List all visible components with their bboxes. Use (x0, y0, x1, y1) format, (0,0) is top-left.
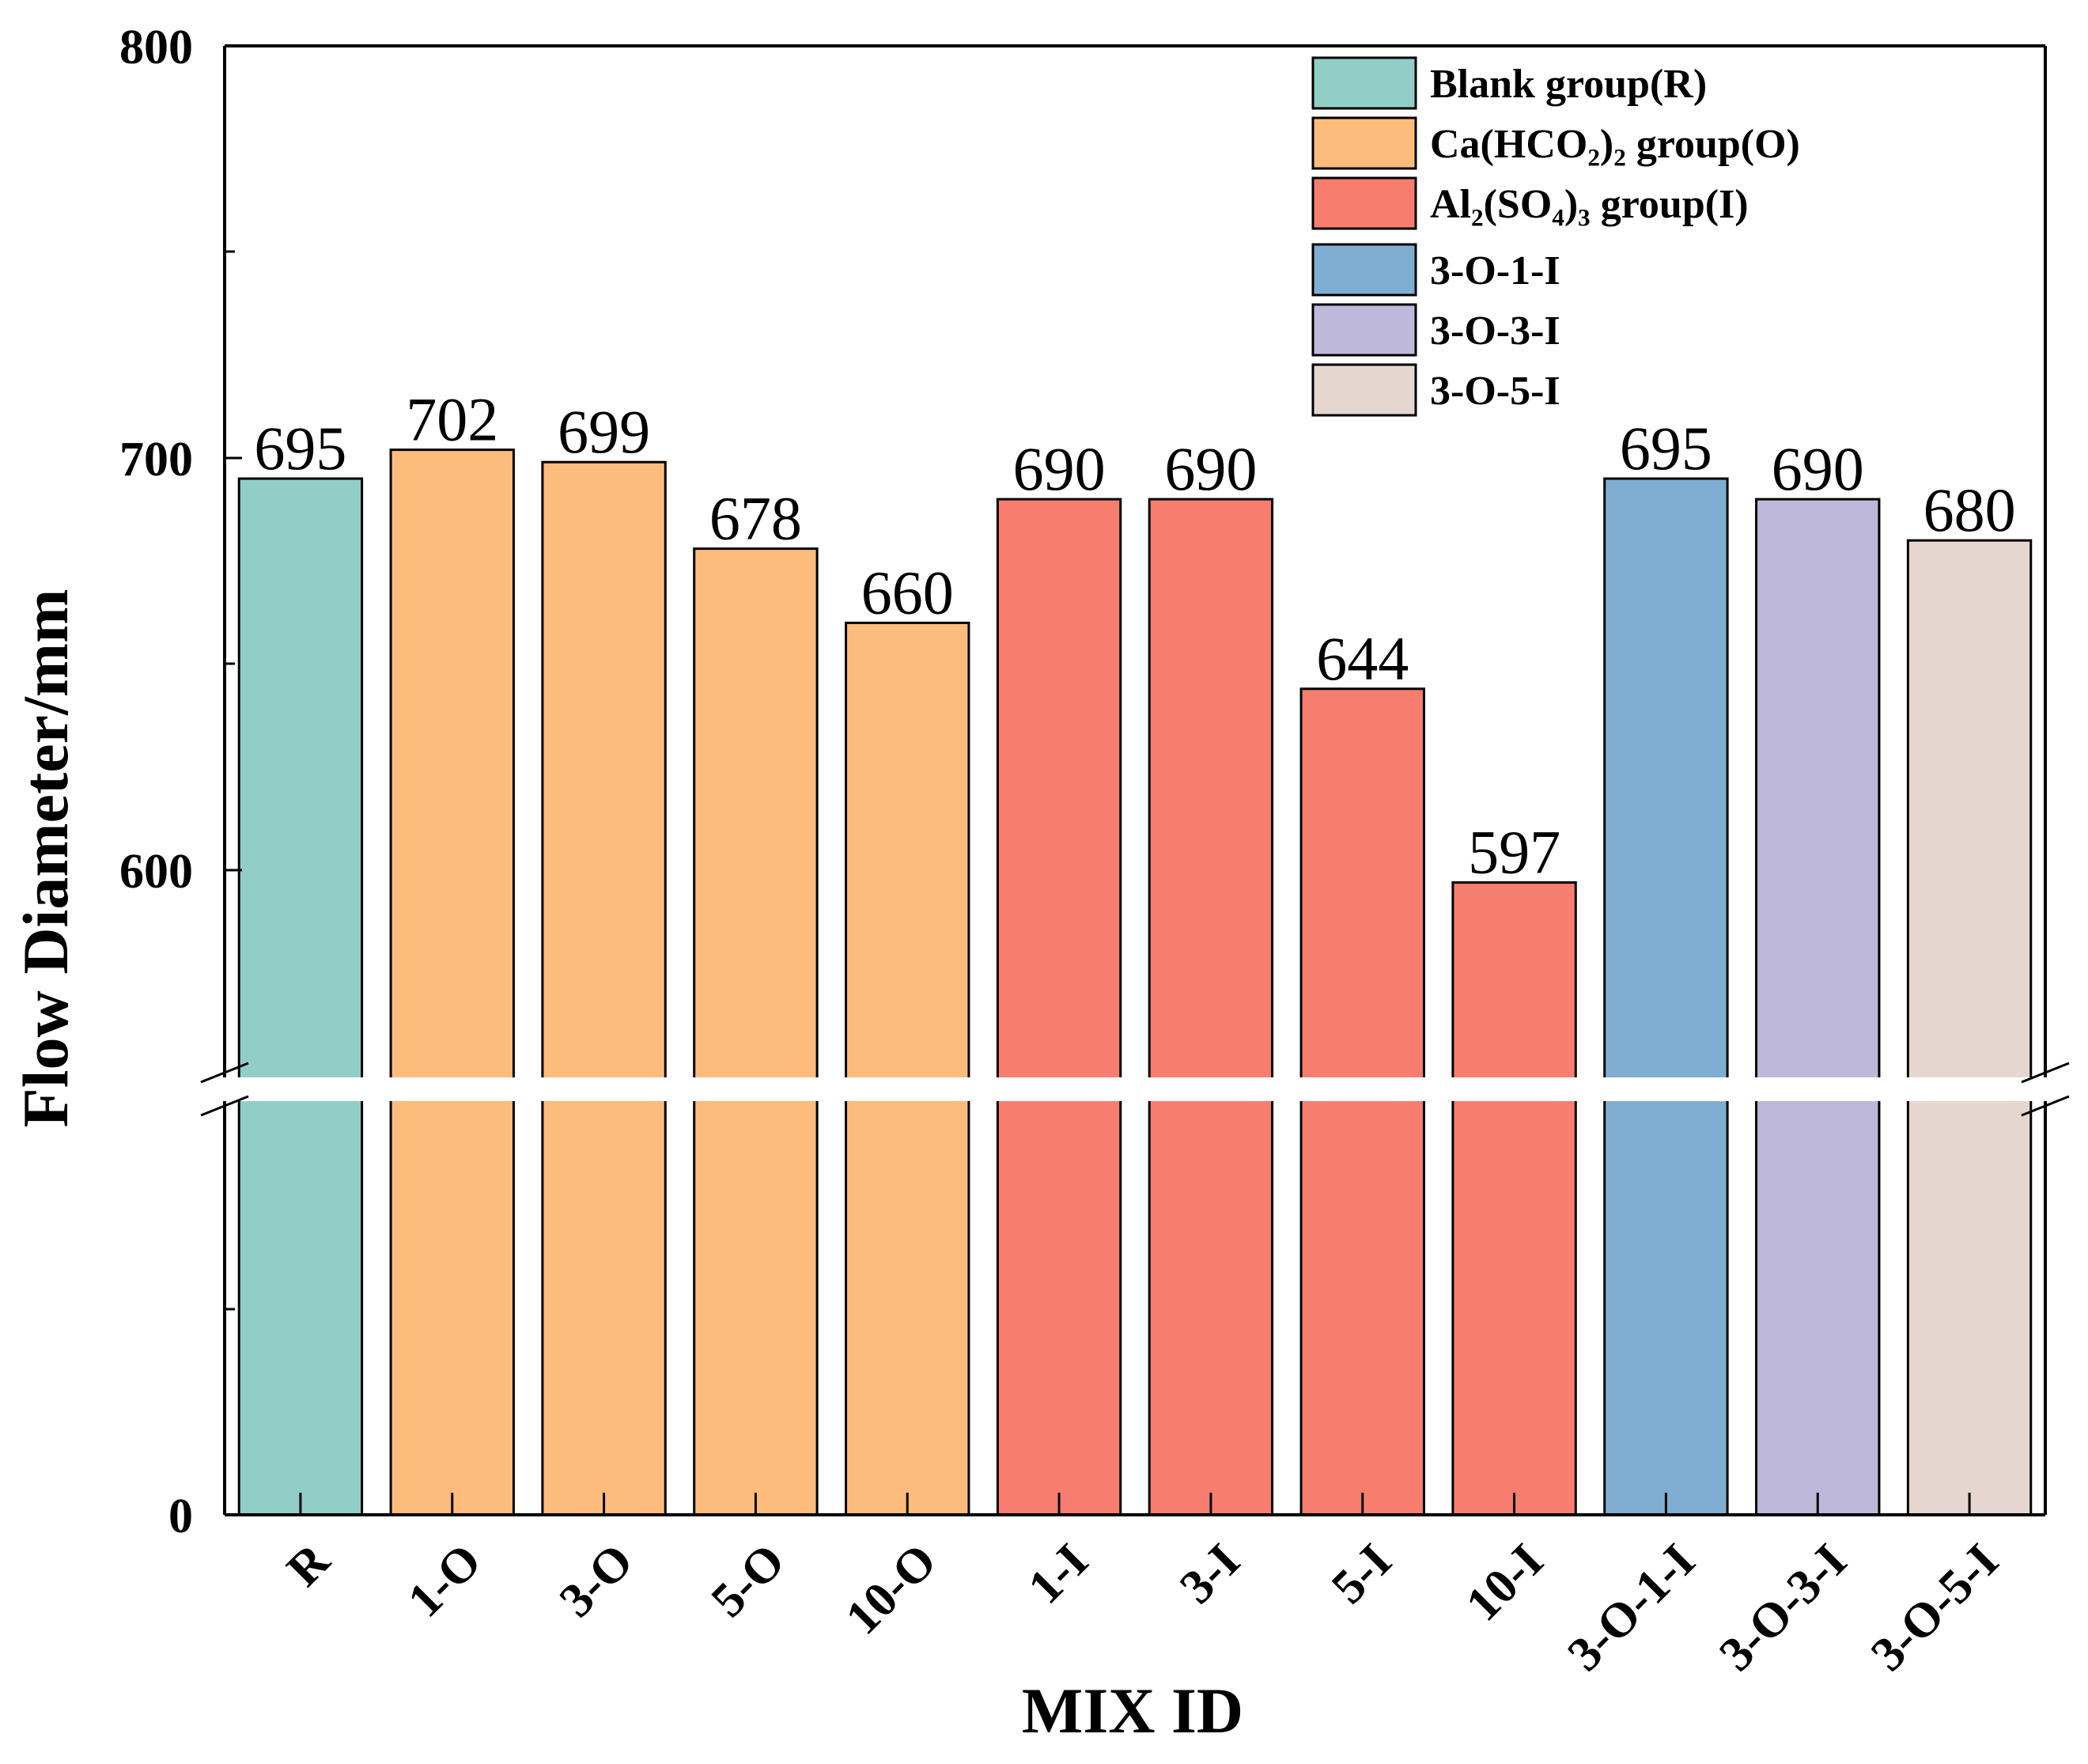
legend-label: Blank group(R) (1430, 62, 1707, 107)
x-tick-label-10-O: 10-O (836, 1534, 948, 1645)
bar-3-O-5-I (1906, 539, 2033, 1516)
y-ticks: 800 700 600 0 (119, 21, 242, 1543)
data-label-1-I: 690 (1013, 434, 1106, 503)
data-label-3-O-3-I: 690 (1772, 434, 1864, 503)
x-tick-label-3-O-1-I: 3-O-1-I (1557, 1534, 1705, 1682)
break-mark-left (200, 1095, 249, 1117)
legend-label: 3-O-3-I (1430, 309, 1560, 354)
x-tick-label-5-I: 5-I (1322, 1534, 1402, 1614)
x-tick-label-3-O: 3-O (550, 1534, 644, 1628)
bar-1-I (996, 498, 1122, 1516)
bar-3-O (541, 460, 667, 1516)
bar-R (237, 477, 364, 1516)
legend-swatch (1311, 363, 1417, 417)
x-tick-label-10-I: 10-I (1456, 1534, 1554, 1632)
bar-3-O-1-I (1603, 477, 1729, 1516)
x-tick-label-1-I: 1-I (1018, 1534, 1099, 1614)
y-axis-title: Flow Diameter/mm (9, 589, 81, 1128)
bar-5-I (1299, 687, 1425, 1516)
x-axis-title: MIX ID (1022, 1675, 1243, 1747)
data-labels: 695 702 699 678 660 690 690 644 597 695 690 680 (254, 385, 2015, 887)
bar-10-O (845, 621, 970, 1516)
plot-frame (200, 44, 2070, 1516)
bar-5-O (693, 547, 819, 1516)
y-tick-label: 700 (119, 433, 193, 486)
y-tick-label: 800 (119, 21, 193, 74)
y-tick-label-zero: 0 (168, 1490, 193, 1543)
y-tick-label: 600 (119, 845, 193, 899)
data-label-R: 695 (254, 414, 346, 483)
x-tick-label-3-O-5-I: 3-O-5-I (1861, 1534, 2009, 1682)
bar-1-O (389, 449, 515, 1516)
bar-10-I (1451, 881, 1577, 1516)
break-mark-right (2021, 1095, 2070, 1117)
data-label-10-I: 597 (1468, 818, 1560, 887)
data-label-5-O: 678 (709, 484, 802, 553)
legend-label: 3-O-5-I (1430, 369, 1560, 414)
data-label-10-O: 660 (861, 558, 954, 626)
legend-swatch (1311, 56, 1417, 110)
legend-swatch (1311, 243, 1417, 297)
legend-swatch (1311, 303, 1417, 357)
data-label-3-I: 690 (1164, 434, 1257, 503)
legend-swatch (1311, 116, 1417, 170)
legend-label: 3-O-1-I (1430, 248, 1560, 293)
x-tick-label-1-O: 1-O (398, 1534, 492, 1628)
x-tick-label-5-O: 5-O (702, 1534, 796, 1628)
legend: Blank group(R) Ca(HCO₂)₂ group(O) Al₂(SO₄)… (1311, 56, 1800, 417)
legend-label: Ca(HCO₂)₂ group(O) (1430, 122, 1800, 167)
x-category-labels: R 1-O 3-O 5-O 10-O 1-I 3-I 5-I 10-I 3-O-1-I 3-O-3-… (277, 1533, 2009, 1682)
legend-swatch (1311, 176, 1417, 230)
axis-break (182, 1077, 2088, 1101)
axis-break-band (182, 1077, 2088, 1101)
bars-layer (237, 449, 2033, 1516)
data-label-3-O-5-I: 680 (1923, 475, 2016, 544)
x-tick-label-R: R (277, 1533, 341, 1597)
x-tick-label-3-O-3-I: 3-O-3-I (1709, 1534, 1857, 1682)
bar-3-I (1148, 498, 1274, 1516)
data-label-3-O: 699 (558, 397, 650, 466)
legend-label: Al₂(SO₄)₃ group(I) (1430, 182, 1749, 227)
bar-3-O-3-I (1755, 498, 1881, 1516)
break-mark-left (200, 1062, 249, 1084)
data-label-1-O: 702 (406, 385, 498, 454)
break-mark-right (2021, 1062, 2070, 1084)
data-label-3-O-1-I: 695 (1620, 414, 1712, 483)
data-label-5-I: 644 (1316, 624, 1409, 693)
x-tick-label-3-I: 3-I (1170, 1534, 1250, 1614)
